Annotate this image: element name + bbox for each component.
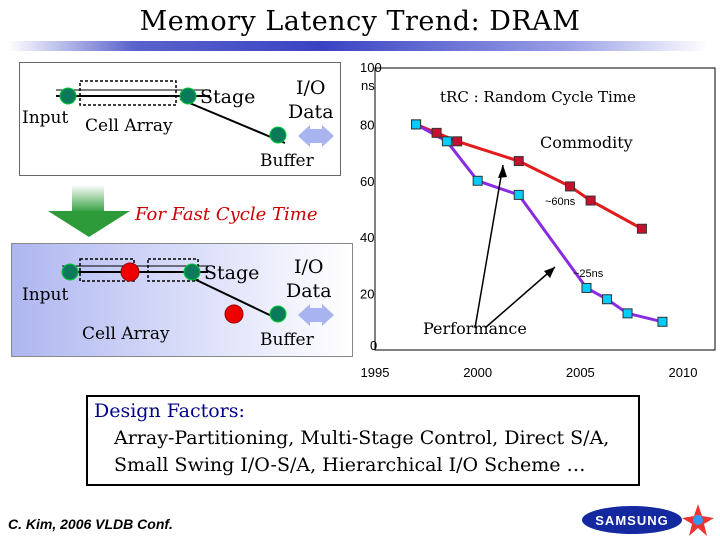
fast-cycle-dram-diagram: Stage I/O Data Cell Array Buffer [11,243,353,357]
series-label-performance: Performance [423,319,527,338]
data-point-commodity [431,127,442,138]
buffer-label: Buffer [260,151,314,171]
x-tick-label: 2010 [669,365,698,380]
y-tick-label: 20 [360,287,374,302]
data-point-commodity [452,136,463,147]
down-arrow-icon [48,185,130,237]
data-point-performance [657,316,668,327]
y-tick-label: 0 [370,338,377,353]
title-underline [8,41,708,51]
series-label-commodity: Commodity [540,133,633,152]
design-factors-title: Design Factors: [94,400,245,422]
buffer-node-icon [269,126,287,144]
design-factors-box: Design Factors: Array-Partitioning, Mult… [86,395,640,486]
data-point-performance [411,119,422,130]
io-label: I/O [294,256,324,278]
data-label: Data [288,101,334,123]
data-point-performance [622,308,633,319]
conventional-dram-diagram: Stage I/O Data Cell Array Buffer [19,62,341,176]
annotation-25ns: ~25ns [573,268,604,280]
data-label: Data [286,280,332,302]
y-tick-label: 100 [360,60,382,75]
transition-label: For Fast Cycle Time [135,204,318,225]
x-tick-label: 2000 [463,365,492,380]
data-point-commodity [565,181,576,192]
io-label: I/O [296,77,326,99]
io-arrow-icon [298,125,334,147]
io-arrow-icon [298,304,334,326]
input-label: Input [22,285,69,305]
buffer-red-node-icon [224,304,244,324]
logo-star-icon [682,504,714,536]
y-tick-label: 40 [360,230,374,245]
data-point-performance [581,282,592,293]
data-point-commodity [513,156,524,167]
input-node-icon [59,87,77,105]
trc-chart: 0 20 40 60 80 100 1995 2000 2005 2010 tRC : Rand… [360,60,716,380]
data-point-performance [441,136,452,147]
stage-label: Stage [204,262,260,284]
cell-array-label: Cell Array [82,324,170,344]
data-point-commodity [636,223,647,234]
page-title: Memory Latency Trend: DRAM [139,6,581,37]
y-axis-unit: ns [361,78,375,93]
logo-ellipse-icon [582,506,682,534]
design-factors-line-2: Small Swing I/O-S/A, Hierarchical I/O Sc… [114,454,586,476]
cell-array-label: Cell Array [85,116,173,136]
samsung-logo: SAMSUNG [582,504,714,536]
data-point-commodity [585,195,596,206]
stage-node-icon [183,263,201,281]
data-point-performance [513,189,524,200]
annotation-pointer-icon [474,164,556,329]
cell-array-box [79,80,177,106]
stage-label: Stage [200,86,256,108]
logo-text: SAMSUNG [595,513,668,528]
buffer-label: Buffer [260,330,314,350]
input-label: Input [22,108,69,128]
footer-citation: C. Kim, 2006 VLDB Conf. [8,516,173,532]
x-tick-label: 1995 [361,365,390,380]
data-point-performance [472,175,483,186]
plot-area [374,67,716,351]
input-node-icon [61,263,79,281]
y-tick-label: 60 [360,174,374,189]
data-point-performance [602,294,613,305]
stage-node-icon [179,87,197,105]
stage-red-node-icon [120,262,140,282]
annotation-60ns: ~60ns [545,196,576,208]
x-tick-label: 2005 [566,365,595,380]
design-factors-line-1: Array-Partitioning, Multi-Stage Control,… [114,427,610,449]
fast-cycle-dram-drawing [61,258,334,326]
buffer-node-icon [269,305,287,323]
chart-title: tRC : Random Cycle Time [440,88,636,106]
y-tick-label: 80 [360,117,374,132]
conventional-dram-drawing [56,80,334,147]
